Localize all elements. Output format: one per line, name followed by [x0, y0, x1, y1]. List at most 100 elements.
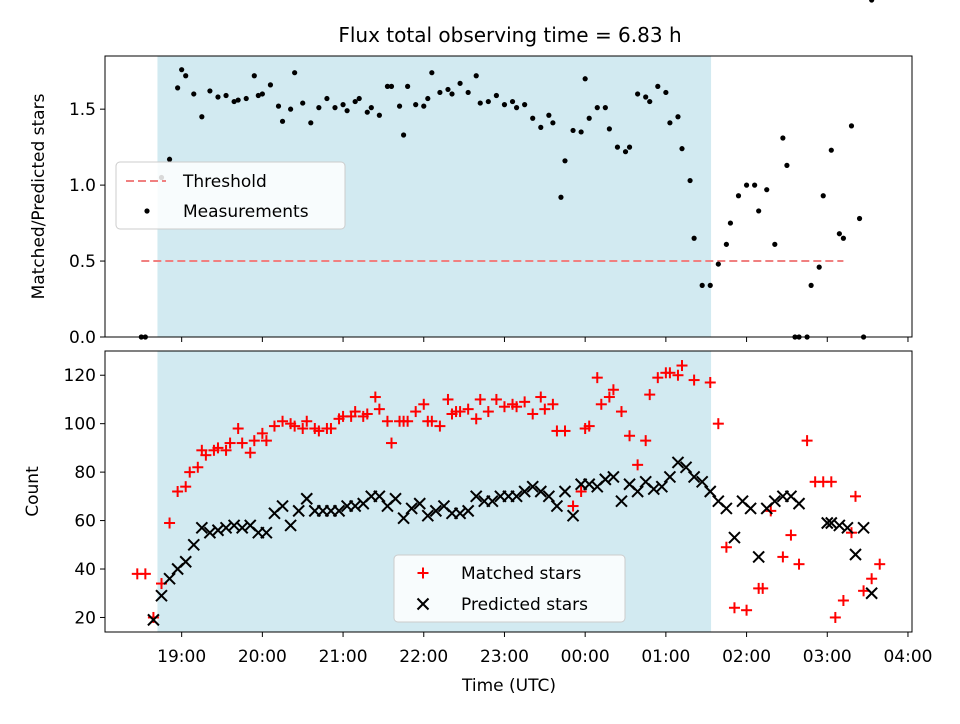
predicted-star-point	[227, 519, 241, 532]
marker-stroke	[486, 494, 499, 508]
bottom-legend: Matched stars Predicted stars	[393, 554, 626, 623]
measurement-point	[780, 135, 786, 141]
marker-stroke	[542, 490, 556, 503]
top-panel: 0.0 0.5 1.0 1.5 Matched/Predicted stars Thr…	[29, 0, 913, 348]
matched-star-point	[498, 401, 510, 413]
marker-stroke	[413, 497, 426, 510]
measurement-point	[715, 261, 721, 267]
matched-star-point	[640, 435, 652, 447]
measurement-point	[400, 132, 407, 138]
matched-star-point	[825, 476, 837, 488]
predicted-star-point	[413, 497, 426, 510]
measurement-point	[594, 105, 600, 111]
predicted-star-point	[526, 480, 539, 493]
matched-star-point	[256, 427, 268, 439]
bottom-legend-box	[393, 554, 626, 623]
predicted-star-point	[276, 499, 289, 513]
measurement-point	[667, 120, 673, 126]
marker-stroke	[671, 456, 685, 469]
matched-star-point	[567, 500, 579, 512]
matched-star-point	[741, 604, 753, 616]
predicted-star-point	[687, 470, 701, 484]
measurement-point	[538, 124, 544, 130]
top-y-axis-label: Matched/Predicted stars	[29, 93, 49, 299]
predicted-star-point	[679, 461, 693, 474]
marker-stroke	[429, 504, 443, 518]
measurement-point	[388, 83, 395, 89]
matched-star-point	[688, 374, 700, 386]
x-tick-label: 23:00	[480, 647, 529, 667]
marker-stroke	[623, 478, 636, 491]
measurement-point	[243, 95, 249, 102]
measurement-point	[356, 95, 362, 102]
matched-star-point	[539, 403, 551, 415]
predicted-star-point	[752, 550, 765, 564]
predicted-star-point	[655, 480, 669, 493]
matched-star-point	[462, 403, 474, 415]
matched-star-point	[200, 449, 212, 461]
marker-stroke	[679, 461, 693, 474]
measurement-point	[675, 114, 681, 120]
marker-stroke	[704, 485, 717, 498]
matched-stars-legend-swatch	[417, 567, 429, 579]
marker-stroke	[784, 490, 798, 503]
marker-stroke	[639, 475, 652, 489]
marker-stroke	[470, 490, 483, 503]
top-x-ticks	[181, 337, 909, 342]
matched-star-point	[519, 396, 531, 408]
measurement-point	[251, 73, 257, 79]
predicted-star-point	[704, 485, 717, 498]
measurement-point	[647, 98, 653, 105]
measurement-point	[207, 88, 213, 94]
marker-stroke	[187, 538, 200, 552]
predicted-stars-legend-swatch	[416, 597, 430, 611]
marker-stroke	[720, 502, 733, 515]
measurement-point	[384, 83, 391, 89]
measurement-point	[707, 282, 713, 288]
matched-star-point	[244, 447, 256, 459]
marker-stroke	[284, 519, 297, 532]
matched-star-point	[277, 415, 289, 427]
matched-star-point	[349, 406, 361, 418]
predicted-star-point	[453, 507, 467, 520]
predicted-star-point	[849, 548, 862, 561]
matched-star-point	[301, 415, 313, 427]
measurement-point	[836, 231, 842, 237]
predicted-star-point	[195, 521, 209, 535]
matched-star-point	[757, 582, 769, 594]
matched-star-point	[874, 558, 886, 570]
measurement-point	[179, 67, 185, 73]
predicted-star-point	[825, 516, 838, 530]
matched-star-point	[385, 437, 397, 449]
measurement-point	[743, 182, 750, 188]
predicted-star-point	[558, 485, 572, 498]
predicted-star-point	[470, 490, 483, 503]
x-tick-label: 20:00	[238, 647, 287, 667]
x-tick-label: 21:00	[319, 647, 368, 667]
matched-star-point	[369, 391, 381, 403]
bottom-y-axis: 20 40 60 80 100 120	[64, 366, 105, 628]
marker-stroke	[695, 475, 709, 489]
measurement-point	[485, 98, 491, 105]
measurement-point	[606, 126, 612, 132]
predicted-star-point	[695, 475, 709, 489]
measurement-point	[199, 114, 205, 120]
measurement-point	[735, 193, 742, 199]
matched-star-point	[652, 372, 664, 384]
matched-star-point	[829, 611, 841, 623]
measurement-point	[727, 220, 734, 226]
bottom-x-axis: 19:00 20:00 21:00 22:00 23:00 00:00 01:00 02:00…	[157, 632, 932, 667]
bottom-axes-frame	[104, 350, 913, 633]
x-tick-label: 02:00	[722, 647, 771, 667]
marker-stroke	[163, 572, 176, 585]
matched-star-point	[426, 415, 438, 427]
predicted-star-point	[155, 589, 168, 602]
measurement-point	[324, 95, 330, 102]
matched-star-point	[164, 517, 176, 529]
measurement-point	[215, 94, 221, 100]
top-legend: Threshold Measurements	[115, 161, 346, 230]
matched-star-point	[728, 602, 740, 614]
measurement-point	[368, 105, 374, 111]
marker-stroke	[792, 497, 806, 510]
predicted-star-point	[534, 485, 547, 498]
